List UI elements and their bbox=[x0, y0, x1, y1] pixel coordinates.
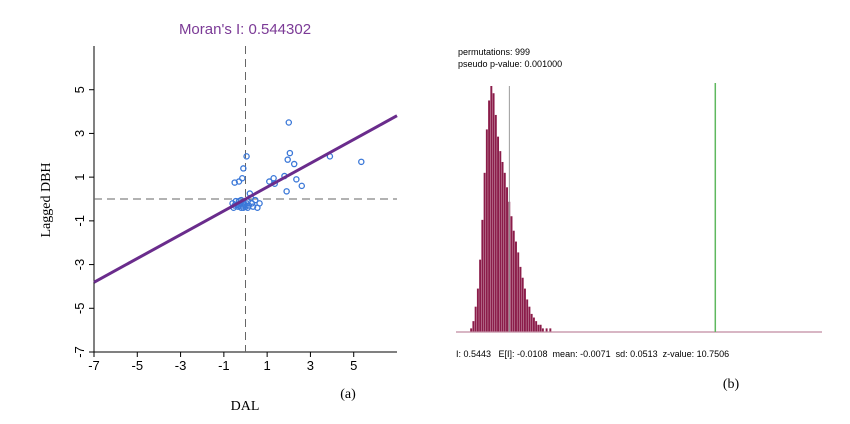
histogram-bar bbox=[501, 161, 504, 332]
scatter-point bbox=[283, 188, 290, 195]
histogram-bar bbox=[485, 129, 488, 332]
tick-group: -7 -5 -3 -1 1 3 5 -7 -5 -3 -1 1 3 5 bbox=[72, 86, 357, 373]
x-tick-label: -5 bbox=[132, 358, 144, 373]
scatter-point bbox=[284, 156, 291, 163]
histogram-bar bbox=[549, 328, 552, 332]
histogram-bar bbox=[537, 324, 540, 332]
histogram-bars bbox=[470, 86, 552, 333]
x-tick-label: -7 bbox=[88, 358, 100, 373]
moran-scatter-title: Moran's I: 0.544302 bbox=[179, 21, 311, 38]
histogram-bar bbox=[532, 317, 535, 332]
x-axis-label: DAL bbox=[231, 399, 260, 414]
histogram-bar bbox=[535, 321, 538, 332]
histogram-bar bbox=[490, 86, 493, 332]
scatter-point bbox=[243, 153, 250, 160]
x-tick-label: 3 bbox=[307, 358, 314, 373]
permutations-text: permutations: 999 bbox=[458, 47, 530, 57]
histogram-bar bbox=[492, 93, 495, 332]
histogram-bar bbox=[530, 313, 533, 332]
x-tick-label: 5 bbox=[350, 358, 357, 373]
histogram-bar bbox=[494, 114, 497, 332]
scatter-point bbox=[358, 158, 365, 166]
x-tick-label: -3 bbox=[175, 358, 187, 373]
y-tick-label: 1 bbox=[72, 174, 87, 181]
histogram-bar bbox=[521, 277, 524, 332]
y-tick-label: 3 bbox=[72, 130, 87, 137]
histogram-bar bbox=[483, 172, 486, 332]
scatter-point bbox=[270, 174, 277, 182]
x-tick-label: 1 bbox=[264, 358, 271, 373]
histogram-bar bbox=[523, 288, 526, 332]
y-tick-label: -5 bbox=[72, 303, 87, 315]
scatter-point bbox=[266, 178, 273, 185]
histogram-bar bbox=[497, 136, 500, 332]
histogram-bar bbox=[512, 230, 515, 332]
y-tick-label: -3 bbox=[72, 259, 87, 271]
y-tick-label: -7 bbox=[72, 346, 87, 358]
scatter-point bbox=[286, 149, 294, 157]
histogram-bar bbox=[488, 100, 491, 333]
histogram-bar bbox=[539, 324, 542, 332]
histogram-bar bbox=[472, 321, 475, 332]
scatter-point bbox=[298, 182, 306, 190]
scatter-point bbox=[239, 174, 246, 182]
regression-line bbox=[93, 114, 398, 284]
panel-a-label: (a) bbox=[340, 387, 356, 402]
y-axis-label: Lagged DBH bbox=[39, 162, 54, 237]
scatter-point bbox=[235, 178, 243, 185]
histogram-bar bbox=[526, 299, 529, 332]
pvalue-text: pseudo p-value: 0.001000 bbox=[458, 59, 562, 69]
scatter-point bbox=[251, 196, 259, 204]
histogram-bar bbox=[515, 241, 517, 332]
histogram-bar bbox=[470, 328, 473, 332]
histogram-bar bbox=[479, 259, 482, 332]
y-tick-label: -1 bbox=[72, 215, 87, 227]
scatter-point bbox=[240, 165, 247, 172]
y-tick-label: 5 bbox=[72, 86, 87, 93]
histogram-bar bbox=[545, 328, 548, 332]
histogram-bar bbox=[474, 306, 477, 332]
panel-b-label: (b) bbox=[723, 377, 740, 392]
scatter-point bbox=[256, 200, 263, 207]
histogram-bar bbox=[517, 252, 520, 332]
panel-b: permutations: 999 pseudo p-value: 0.0010… bbox=[456, 47, 822, 392]
histogram-bar bbox=[519, 266, 522, 332]
histogram-bar bbox=[476, 288, 479, 332]
scatter-point bbox=[248, 200, 256, 207]
histogram-bar bbox=[541, 328, 544, 332]
histogram-bar bbox=[503, 172, 506, 332]
x-tick-label: -1 bbox=[218, 358, 230, 373]
stats-text: I: 0.5443 E[I]: -0.0108 mean: -0.0071 sd… bbox=[456, 349, 729, 359]
scatter-point bbox=[290, 160, 298, 168]
histogram-bar bbox=[499, 151, 502, 332]
histogram-bar bbox=[510, 216, 513, 332]
panel-a: Moran's I: 0.544302 -7 -5 -3 -1 1 3 5 -7 -5 -3 -1 1… bbox=[39, 21, 398, 414]
histogram-bar bbox=[481, 219, 484, 332]
histogram-bar bbox=[528, 306, 531, 332]
histogram-bar bbox=[506, 187, 508, 332]
scatter-point bbox=[293, 176, 300, 183]
scatter-point bbox=[285, 119, 293, 126]
